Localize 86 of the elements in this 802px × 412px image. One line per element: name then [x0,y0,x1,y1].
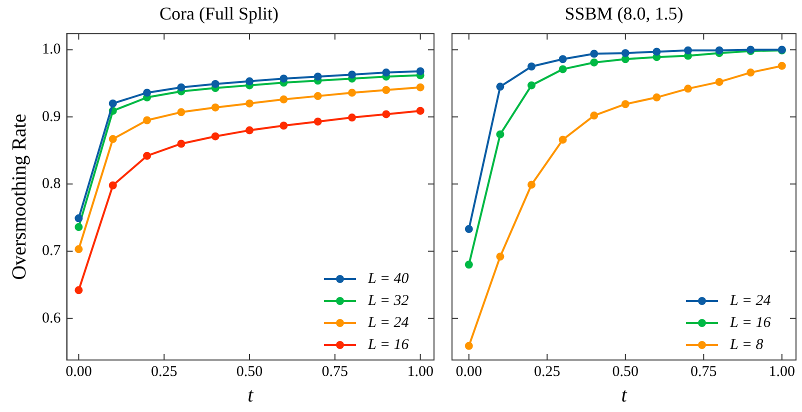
x-tick-label: 0.75 [690,364,717,380]
point [211,132,220,140]
point [314,92,322,100]
point [246,126,254,134]
chart-title: Cora (Full Split) [159,4,279,24]
point [280,122,288,130]
point [558,55,567,64]
legend-label: L = 16 [367,336,410,353]
point [715,78,724,86]
point [211,103,220,112]
point [590,112,598,120]
legend-label: L = 32 [367,292,410,309]
x-tick-label: 0.25 [150,364,178,380]
point [74,214,83,222]
point [715,46,724,54]
x-tick-label: 0.50 [236,364,263,380]
point [558,136,567,144]
chart-title: SSBM (8.0, 1.5) [564,4,684,24]
point [143,116,152,124]
point [246,99,254,108]
point [528,81,536,90]
point [652,93,661,102]
legend-label: L = 8 [729,336,764,353]
x-tick-label: 0.75 [322,364,348,380]
y-tick-label: 0.7 [42,243,62,260]
point [590,58,598,66]
y-tick-label: 0.9 [42,108,61,125]
point [684,46,692,54]
point [496,252,504,261]
point [143,88,152,97]
point [348,88,356,97]
point [528,62,536,71]
point [496,82,504,91]
point [496,130,504,138]
point [416,83,424,92]
point [382,110,390,118]
point [464,225,473,234]
point [652,48,661,56]
legend-label: L = 24 [367,314,410,331]
y-tick-label: 0.6 [42,310,62,326]
point [211,80,220,88]
y-axis-title: Oversmoothing Rate [8,114,30,280]
point [177,140,186,148]
point [177,83,186,92]
point [382,68,390,77]
y-tick-label: 1.0 [42,42,61,58]
y-tick-label: 0.8 [42,176,61,192]
point [416,67,424,76]
point [74,223,83,232]
point [280,74,288,83]
x-tick-label: 0.25 [534,364,560,380]
x-tick-label: 1.00 [407,364,434,380]
point [348,70,356,79]
legend-label: L = 40 [367,270,410,287]
x-tick-label: 0.50 [612,364,639,380]
legend-label: L = 24 [729,292,772,309]
point [246,77,254,86]
point [746,68,755,77]
point [280,95,288,104]
point [464,342,473,350]
point [528,180,536,189]
point [177,108,186,116]
point [416,106,424,115]
point [684,84,692,93]
point [558,65,567,74]
point [314,72,322,81]
point [74,245,83,254]
point [74,286,83,294]
point [108,135,117,144]
legend-label: L = 16 [729,314,772,331]
x-axis-title: t [621,384,628,406]
point [590,50,598,58]
x-tick-label: 0.00 [66,364,92,380]
point [348,114,356,122]
x-tick-label: 0.00 [456,364,482,380]
point [621,49,630,58]
point [314,118,322,126]
x-tick-label: 1.00 [768,364,796,380]
x-axis-title: t [248,384,254,406]
point [108,181,117,190]
point [382,86,390,94]
point [778,62,786,70]
point [108,99,117,108]
point [621,100,630,108]
point [464,260,473,269]
point [143,152,152,160]
